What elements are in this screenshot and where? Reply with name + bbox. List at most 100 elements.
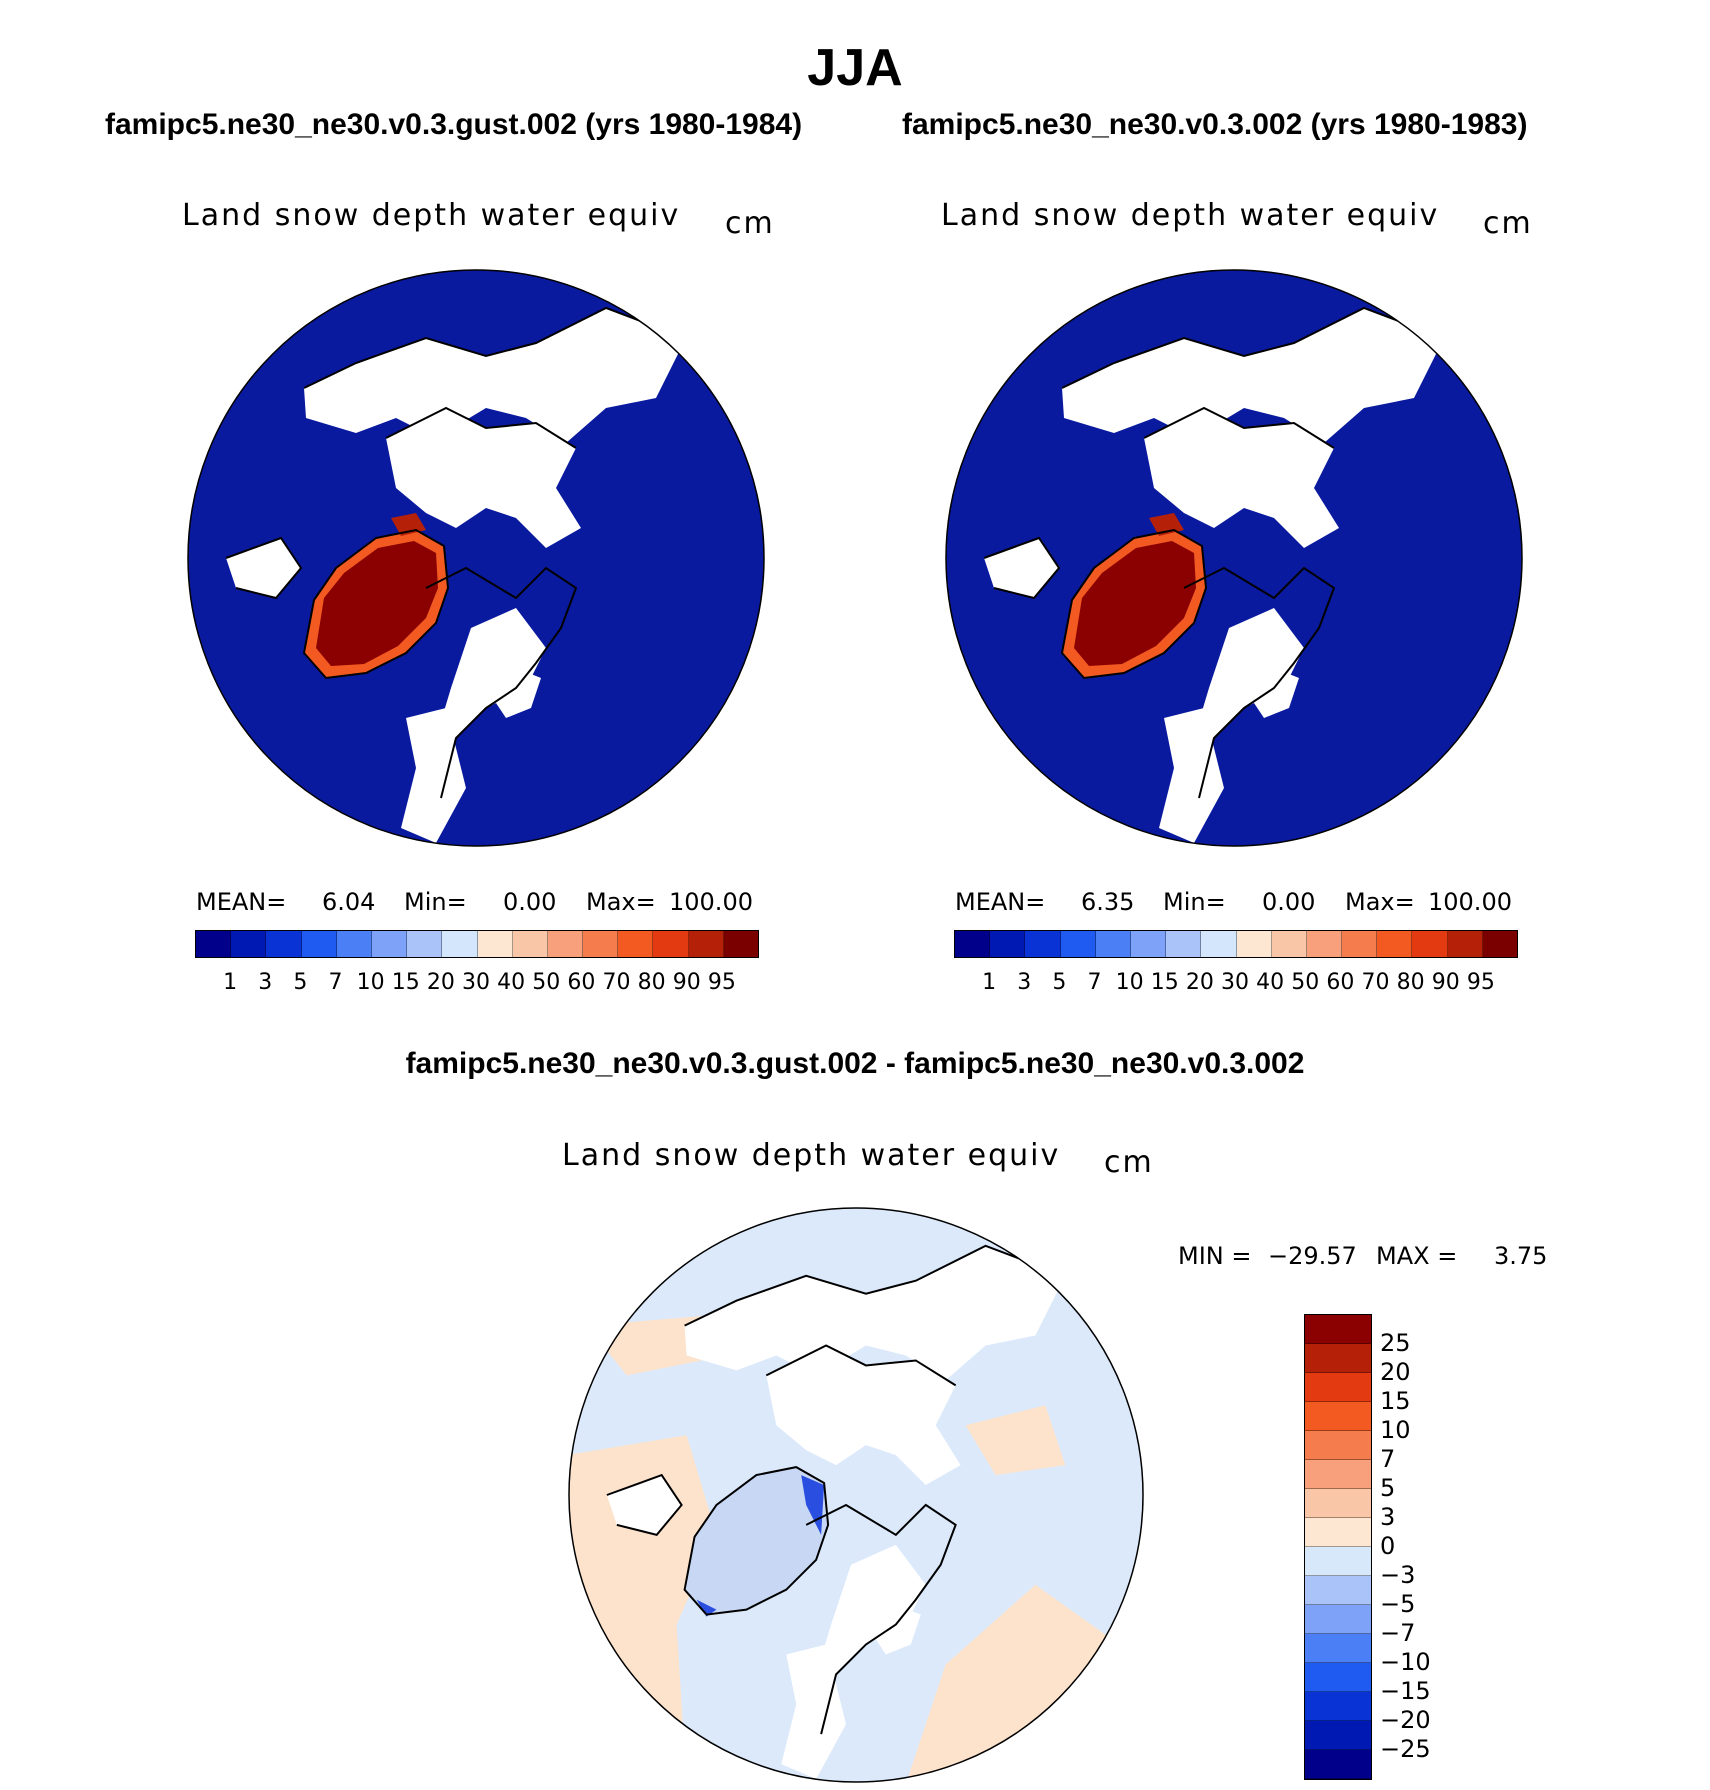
greenland-snow-core (316, 541, 438, 666)
colorbar-tick-label: 50 (532, 970, 561, 995)
positive-difference-region (965, 1405, 1066, 1476)
left-units: cm (725, 206, 775, 241)
colorbar-tick-label: −15 (1380, 1677, 1431, 1705)
right-polar-map (945, 269, 1523, 847)
diff-colorbar-labels: 25 20 15 10 7 5 3 0 −3 −5 −7 −10 −15 −20 −25 (1380, 1314, 1460, 1780)
snow-free-region (816, 1544, 926, 1705)
coastline (983, 306, 1445, 799)
colorbar-tick-label: 80 (1396, 970, 1425, 995)
colorbar-tick-label: −25 (1380, 1735, 1431, 1763)
colorbar-tick-label: 60 (567, 970, 596, 995)
colorbar-tick-label: 3 (1380, 1503, 1396, 1531)
colorbar-swatch (1305, 1460, 1371, 1489)
snow-free-region (684, 1245, 1066, 1381)
snow-free-region (1159, 708, 1224, 843)
colorbar-swatch (1305, 1547, 1371, 1576)
diff-min-label: MIN = (1178, 1242, 1252, 1270)
colorbar-swatch (196, 931, 232, 957)
snow-free-region (984, 538, 1059, 598)
diff-max-label: MAX = (1376, 1242, 1458, 1270)
colorbar-tick-label: 40 (497, 970, 526, 995)
colorbar-swatch (1305, 1634, 1371, 1663)
colorbar-tick-label: 60 (1326, 970, 1355, 995)
left-mean-value: 6.04 (322, 888, 376, 916)
colorbar-tick-label: 10 (356, 970, 385, 995)
colorbar-swatch (1305, 1721, 1371, 1750)
map-boundary-circle (945, 269, 1523, 847)
colorbar-tick-label: 0 (1380, 1532, 1396, 1560)
colorbar-swatch (955, 931, 991, 957)
colorbar-tick-label: 3 (1017, 970, 1032, 995)
colorbar-swatch (1305, 1402, 1371, 1431)
colorbar-tick-label: 15 (1380, 1387, 1411, 1415)
colorbar-tick-label: 7 (328, 970, 343, 995)
colorbar-swatch (1271, 931, 1307, 957)
colorbar-tick-label: 95 (1466, 970, 1495, 995)
colorbar-swatch (1305, 1373, 1371, 1402)
snow-free-region (781, 1644, 847, 1780)
colorbar-swatch (1482, 931, 1517, 957)
left-min-label: Min= (404, 888, 467, 916)
colorbar-swatch (1305, 1750, 1371, 1779)
colorbar-swatch (1305, 1315, 1371, 1344)
colorbar-swatch (1305, 1489, 1371, 1518)
colorbar-tick-label: 50 (1291, 970, 1320, 995)
colorbar-swatch (336, 931, 372, 957)
colorbar-tick-label: 30 (462, 970, 490, 995)
right-colorbar-ticks: 1 3 5 7 10 15 20 30 40 50 60 70 80 90 95 (954, 970, 1516, 996)
colorbar-swatch (1412, 931, 1448, 957)
colorbar-tick-label: 15 (1150, 970, 1179, 995)
greenland-negative-edge (801, 1475, 825, 1535)
colorbar-swatch (442, 931, 478, 957)
colorbar-swatch (1025, 931, 1061, 957)
colorbar-swatch (1060, 931, 1096, 957)
snow-free-region (304, 308, 686, 443)
greenland-difference (684, 1467, 829, 1615)
right-min-value: 0.00 (1262, 888, 1316, 916)
colorbar-swatch (1305, 1605, 1371, 1634)
colorbar-swatch (583, 931, 619, 957)
colorbar-tick-label: 70 (602, 970, 631, 995)
colorbar-tick-label: 1 (223, 970, 238, 995)
colorbar-tick-label: 15 (391, 970, 420, 995)
colorbar-tick-label: −3 (1380, 1561, 1416, 1589)
colorbar-tick-label: −20 (1380, 1706, 1431, 1734)
snow-free-region (1062, 308, 1444, 443)
left-polar-map (187, 269, 765, 847)
colorbar-swatch (688, 931, 724, 957)
snow-free-region (606, 1475, 682, 1535)
colorbar-swatch (1201, 931, 1237, 957)
left-colorbar (195, 930, 759, 958)
colorbar-tick-label: 1 (982, 970, 997, 995)
snow-free-region (401, 708, 466, 843)
left-max-label: Max= (586, 888, 656, 916)
colorbar-swatch (1447, 931, 1483, 957)
left-mean-label: MEAN= (196, 888, 287, 916)
colorbar-tick-label: 20 (1185, 970, 1214, 995)
colorbar-swatch (477, 931, 513, 957)
map-boundary-circle (568, 1207, 1144, 1783)
diff-polar-map (568, 1207, 1144, 1783)
diff-units: cm (1104, 1145, 1154, 1180)
colorbar-swatch (1166, 931, 1202, 957)
snow-free-region (1144, 408, 1339, 548)
snow-free-region (1194, 608, 1304, 768)
colorbar-tick-label: 5 (1380, 1474, 1396, 1502)
map-boundary-circle (187, 269, 765, 847)
left-min-value: 0.00 (503, 888, 557, 916)
colorbar-swatch (1305, 1344, 1371, 1373)
colorbar-tick-label: −7 (1380, 1619, 1416, 1647)
colorbar-swatch (1305, 1692, 1371, 1721)
colorbar-swatch (1236, 931, 1272, 957)
diff-min-value: −29.57 (1268, 1242, 1357, 1270)
colorbar-swatch (1305, 1663, 1371, 1692)
colorbar-tick-label: 20 (1380, 1358, 1411, 1386)
colorbar-swatch (231, 931, 267, 957)
colorbar-tick-label: 80 (637, 970, 666, 995)
colorbar-swatch (990, 931, 1026, 957)
diff-max-value: 3.75 (1494, 1242, 1548, 1270)
diff-var-title: Land snow depth water equiv (562, 1138, 1061, 1173)
colorbar-swatch (618, 931, 654, 957)
greenland-snow-core (1074, 541, 1196, 666)
coastline (606, 1244, 1066, 1735)
